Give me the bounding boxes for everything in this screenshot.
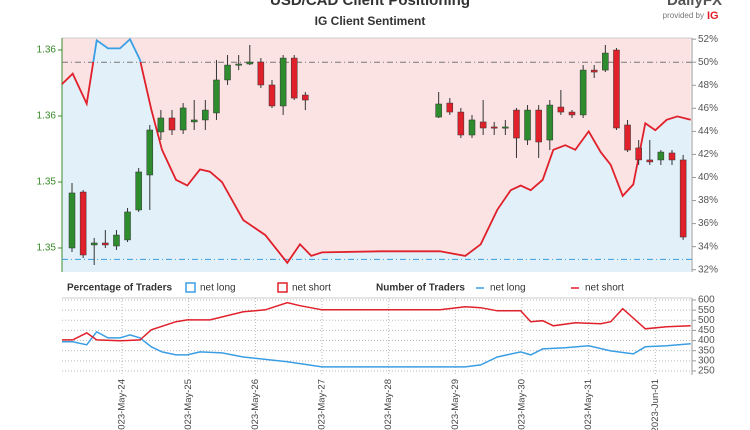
candle-body — [646, 159, 654, 163]
y-tick-label: 1.35 — [37, 177, 57, 188]
candle-body — [224, 64, 231, 81]
candle-body — [246, 61, 254, 65]
sentiment-line — [61, 37, 691, 265]
candle-body — [235, 63, 242, 66]
candle-body — [624, 124, 631, 151]
y-tick-label: 300 — [698, 355, 715, 366]
y-tick-label: 500 — [698, 315, 715, 326]
candle-body — [90, 242, 98, 246]
candle-body — [124, 211, 131, 241]
candle-body — [602, 52, 609, 71]
y2-tick-label: 44% — [698, 126, 718, 137]
y-tick-label: 350 — [698, 345, 715, 356]
candle-body — [635, 147, 642, 161]
candle-body — [579, 69, 587, 116]
candle-body — [302, 94, 309, 101]
candle-body — [568, 111, 576, 116]
x-tick-label: 2023-May-31 — [583, 379, 594, 430]
y-tick-label: 400 — [698, 335, 715, 346]
candle-body — [68, 192, 76, 249]
y-tick-label: 250 — [698, 366, 715, 377]
candle-body — [468, 119, 476, 136]
legend-title: Percentage of Traders — [67, 283, 172, 294]
plot-layer: 1.36 1.36 1.35 1.35 32% 34% 36% 38% 40% 42% 44% 46%… — [37, 34, 719, 430]
legend-swatch — [185, 282, 196, 293]
candle-body — [202, 109, 209, 121]
y-tick-label: 550 — [698, 305, 715, 316]
y2-tick-label: 52% — [698, 34, 718, 45]
brand-name: DailyFX — [667, 0, 722, 9]
candle-body — [613, 49, 620, 129]
candle-body — [146, 129, 154, 176]
candle-body — [190, 119, 198, 123]
candle-body — [590, 69, 598, 73]
candle-body — [157, 117, 165, 133]
candle-body — [524, 109, 531, 141]
chart-title: USD/CAD Client Positioning — [270, 0, 470, 9]
x-tick-label: 2023-May-29 — [450, 379, 461, 430]
x-tick-label: 2023-May-25 — [183, 379, 194, 430]
series-line — [62, 301, 691, 342]
y2-tick-label: 34% — [698, 241, 718, 252]
brand-tagline: provided by — [663, 11, 704, 20]
x-tick-label: 2023-May-26 — [250, 379, 261, 430]
legend-title: Number of Traders — [376, 283, 465, 294]
candle-body — [279, 57, 287, 107]
legend-label: net long — [490, 283, 526, 294]
area-below — [62, 39, 691, 273]
x-tick-label: 2023-May-27 — [317, 379, 328, 430]
legend-swatch — [277, 282, 288, 293]
candle-body — [213, 79, 220, 114]
y2-tick-label: 40% — [698, 172, 718, 183]
x-tick-label: 2023-May-30 — [517, 379, 528, 430]
candle-body — [546, 104, 554, 141]
candle-body — [435, 103, 442, 118]
y2-tick-label: 48% — [698, 80, 718, 91]
brand-logo: IG — [707, 10, 719, 22]
y-tick-label: 450 — [698, 325, 715, 336]
legend-label: net short — [585, 283, 624, 294]
candle-body — [535, 109, 542, 143]
candle-body — [79, 191, 87, 256]
candle-body — [113, 234, 120, 247]
candle-body — [490, 126, 498, 129]
candle-body — [268, 84, 276, 107]
candle-body — [657, 151, 665, 161]
candle-body — [102, 242, 109, 246]
candle-body — [135, 171, 142, 211]
y2-tick-label: 32% — [698, 264, 718, 275]
y-tick-label: 1.35 — [37, 243, 57, 254]
candle-body — [257, 61, 265, 86]
y2-tick-label: 42% — [698, 149, 718, 160]
x-tick-label: 2023-May-28 — [383, 379, 394, 430]
candle-body — [513, 109, 520, 139]
y2-tick-label: 50% — [698, 57, 718, 68]
x-tick-label: 2023-Jun-01 — [650, 379, 661, 430]
candle-body — [457, 111, 465, 136]
candle-body — [502, 126, 509, 129]
candle-body — [479, 121, 487, 129]
candle-body — [668, 152, 676, 161]
y-tick-label: 1.36 — [37, 111, 57, 122]
candle-body — [179, 107, 187, 131]
series-line — [62, 330, 691, 368]
legend-label: net long — [200, 283, 236, 294]
y-tick-label: 600 — [698, 295, 715, 306]
chart-subtitle: IG Client Sentiment — [315, 14, 426, 28]
y2-tick-label: 38% — [698, 195, 718, 206]
y-tick-label: 1.36 — [37, 45, 57, 56]
y2-tick-label: 46% — [698, 103, 718, 114]
candle-body — [168, 117, 176, 131]
candle-body — [290, 57, 298, 99]
legend-label: net short — [292, 283, 331, 294]
y2-tick-label: 36% — [698, 218, 718, 229]
candle-body — [557, 106, 565, 113]
candle-body — [679, 159, 687, 238]
x-tick-label: 2023-May-24 — [117, 379, 128, 430]
candle-body — [446, 102, 454, 113]
